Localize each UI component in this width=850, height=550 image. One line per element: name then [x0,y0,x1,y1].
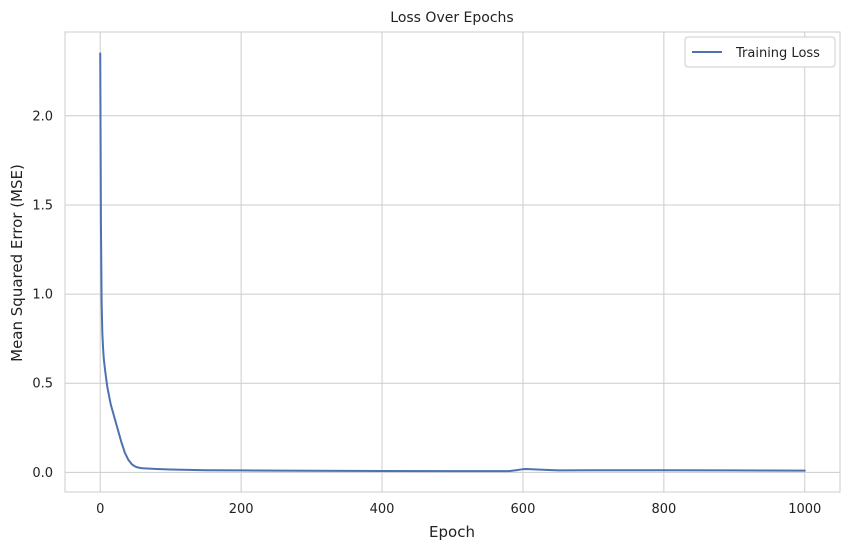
plot-frame [64,31,841,493]
tick-labels: 0 200 400 600 800 1000 0.0 0.5 1.0 1.5 2.0 [32,109,821,517]
legend: Training Loss [684,36,836,68]
series-line-training-loss [99,52,806,473]
x-tick-label: 800 [651,502,676,517]
series-layer [99,52,806,473]
y-tick-label: 0.0 [32,466,53,481]
x-tick-label: 200 [229,502,254,517]
x-tick-label: 0 [96,502,104,517]
legend-label-training-loss: Training Loss [735,46,820,61]
x-tick-label: 600 [511,502,536,517]
x-tick-label: 400 [370,502,395,517]
y-tick-label: 0.5 [32,377,53,392]
y-tick-label: 1.5 [32,198,53,213]
x-tick-label: 1000 [788,502,821,517]
y-tick-label: 2.0 [32,109,53,124]
grid-lines [65,32,840,492]
y-axis-label: Mean Squared Error (MSE) [8,164,26,362]
legend-box [684,36,836,68]
y-tick-label: 1.0 [32,288,53,303]
x-axis-label: Epoch [429,523,475,541]
chart-title: Loss Over Epochs [390,10,513,26]
